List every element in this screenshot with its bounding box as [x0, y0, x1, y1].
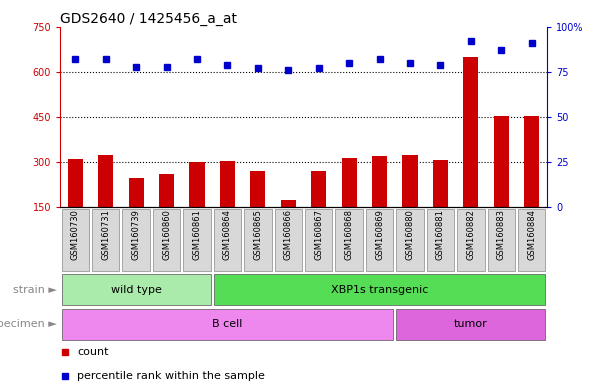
- Bar: [250, 171, 266, 207]
- FancyBboxPatch shape: [396, 209, 424, 271]
- Text: GSM160867: GSM160867: [314, 209, 323, 260]
- Bar: [98, 155, 114, 207]
- FancyBboxPatch shape: [153, 209, 180, 271]
- Bar: [372, 156, 387, 207]
- FancyBboxPatch shape: [427, 209, 454, 271]
- FancyBboxPatch shape: [396, 309, 545, 340]
- FancyBboxPatch shape: [62, 274, 211, 306]
- Text: GSM160881: GSM160881: [436, 209, 445, 260]
- Bar: [341, 158, 357, 207]
- Bar: [220, 161, 235, 207]
- FancyBboxPatch shape: [92, 209, 120, 271]
- Text: GSM160880: GSM160880: [406, 209, 415, 260]
- Bar: [281, 200, 296, 207]
- FancyBboxPatch shape: [518, 209, 545, 271]
- Text: XBP1s transgenic: XBP1s transgenic: [331, 285, 429, 295]
- Text: GSM160865: GSM160865: [254, 209, 263, 260]
- Bar: [129, 178, 144, 207]
- Text: GSM160866: GSM160866: [284, 209, 293, 260]
- FancyBboxPatch shape: [214, 274, 545, 306]
- Text: GSM160884: GSM160884: [527, 209, 536, 260]
- FancyBboxPatch shape: [62, 309, 393, 340]
- Text: GSM160864: GSM160864: [223, 209, 232, 260]
- Text: percentile rank within the sample: percentile rank within the sample: [77, 371, 265, 381]
- Text: GSM160869: GSM160869: [375, 209, 384, 260]
- Text: B cell: B cell: [212, 319, 243, 329]
- FancyBboxPatch shape: [62, 209, 89, 271]
- Text: GSM160739: GSM160739: [132, 209, 141, 260]
- FancyBboxPatch shape: [183, 209, 211, 271]
- Text: GSM160730: GSM160730: [71, 209, 80, 260]
- Text: GSM160861: GSM160861: [192, 209, 201, 260]
- Bar: [68, 159, 83, 207]
- Bar: [403, 155, 418, 207]
- FancyBboxPatch shape: [457, 209, 484, 271]
- Bar: [189, 162, 204, 207]
- Text: GSM160882: GSM160882: [466, 209, 475, 260]
- Text: GSM160860: GSM160860: [162, 209, 171, 260]
- Text: tumor: tumor: [454, 319, 488, 329]
- FancyBboxPatch shape: [214, 209, 241, 271]
- FancyBboxPatch shape: [366, 209, 393, 271]
- Bar: [524, 116, 539, 207]
- Text: GDS2640 / 1425456_a_at: GDS2640 / 1425456_a_at: [60, 12, 237, 26]
- Text: specimen ►: specimen ►: [0, 319, 57, 329]
- Bar: [463, 57, 478, 207]
- Text: strain ►: strain ►: [13, 285, 57, 295]
- Bar: [493, 116, 509, 207]
- Text: GSM160868: GSM160868: [344, 209, 353, 260]
- FancyBboxPatch shape: [305, 209, 332, 271]
- Bar: [433, 160, 448, 207]
- FancyBboxPatch shape: [275, 209, 302, 271]
- Bar: [311, 171, 326, 207]
- Text: wild type: wild type: [111, 285, 162, 295]
- Text: count: count: [77, 347, 109, 358]
- FancyBboxPatch shape: [244, 209, 272, 271]
- FancyBboxPatch shape: [335, 209, 363, 271]
- Bar: [159, 174, 174, 207]
- Text: GSM160731: GSM160731: [101, 209, 110, 260]
- Text: GSM160883: GSM160883: [497, 209, 506, 260]
- FancyBboxPatch shape: [123, 209, 150, 271]
- FancyBboxPatch shape: [487, 209, 515, 271]
